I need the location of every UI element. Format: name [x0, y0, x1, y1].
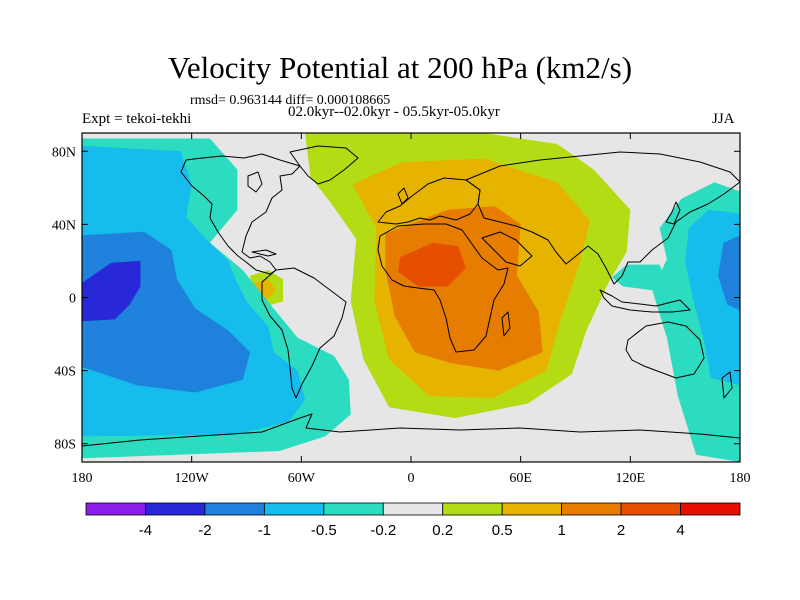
- coastline-africa: [377, 223, 509, 353]
- contour-region-4: [398, 242, 466, 287]
- coastline-hudson-bay: [247, 171, 263, 193]
- coastline-britain: [397, 187, 409, 205]
- colorbar-swatch-8: [561, 502, 622, 516]
- coastline-arabia: [481, 231, 533, 267]
- colorbar-label: -1: [258, 522, 271, 539]
- coastline-australia: [625, 321, 705, 379]
- chart-title: Velocity Potential at 200 hPa (km2/s): [167, 50, 633, 85]
- colorbar-label: -0.5: [311, 522, 337, 539]
- colorbar-swatch-2: [204, 502, 265, 516]
- colorbar-swatch-7: [501, 502, 563, 516]
- colorbar-label: -4: [139, 522, 152, 539]
- coastline-new-zealand: [721, 371, 733, 399]
- colorbar-label: 0.2: [432, 522, 453, 539]
- coastline-japan: [665, 201, 681, 225]
- colorbar-label: -0.2: [370, 522, 396, 539]
- x-tick-label: 120W: [175, 471, 210, 486]
- contour-region-10: [82, 260, 141, 322]
- y-tick-label: 40N: [52, 218, 76, 233]
- colorbar: -4 -2 -1 -0.5 -0.2 0.2 0.5 1 2 4: [85, 502, 741, 539]
- colorbar-label: 1: [557, 522, 565, 539]
- coastline-maritime-continent: [599, 289, 691, 313]
- y-tick-label: 80N: [52, 145, 76, 160]
- season-label: JJA: [712, 111, 735, 127]
- x-tick-label: 180: [730, 471, 751, 486]
- coastline-asia: [465, 151, 740, 285]
- colorbar-label: -2: [198, 522, 211, 539]
- colorbar-swatch-9: [620, 502, 681, 516]
- colorbar-swatch-6: [442, 502, 503, 516]
- colorbar-swatch-5: [382, 502, 444, 516]
- coastline-madagascar: [501, 311, 511, 337]
- x-tick-label: 120E: [616, 471, 646, 486]
- x-tick-label: 60W: [288, 471, 316, 486]
- velocity-potential-field: [82, 133, 740, 462]
- x-tick-label: 60E: [509, 471, 532, 486]
- y-tick-label: 40S: [54, 365, 76, 380]
- experiment-label: Expt = tekoi-tekhi: [82, 111, 192, 127]
- map-axes: 180 120W 60W 0 60E 120E 180 80N 40N 0 40S 80S: [52, 133, 751, 486]
- x-tick-label: 180: [72, 471, 93, 486]
- stats-subtitle: rmsd= 0.963144 diff= 0.000108665: [190, 93, 391, 108]
- coastline-north-america: [180, 153, 301, 275]
- x-tick-label: 0: [408, 471, 415, 486]
- colorbar-label: 2: [617, 522, 625, 539]
- colorbar-label: 4: [676, 522, 684, 539]
- y-tick-label: 80S: [54, 438, 76, 453]
- period-subtitle: 02.0kyr--02.0kyr - 05.5kyr-05.0kyr: [288, 104, 500, 120]
- coastlines: [82, 145, 740, 447]
- colorbar-label: 0.5: [492, 522, 513, 539]
- coastline-antarctica: [82, 413, 740, 447]
- coastline-cuba: [251, 249, 277, 257]
- colorbar-swatch-10: [680, 502, 741, 516]
- coastline-south-america: [261, 267, 347, 399]
- y-tick-label: 0: [69, 292, 76, 307]
- colorbar-swatch-3: [263, 502, 325, 516]
- coastline-greenland: [289, 145, 359, 185]
- colorbar-swatch-4: [323, 502, 384, 516]
- contour-region-14: [612, 264, 667, 291]
- colorbar-swatch-0: [85, 502, 146, 516]
- contour-region-13: [718, 235, 740, 311]
- colorbar-swatch-1: [145, 502, 206, 516]
